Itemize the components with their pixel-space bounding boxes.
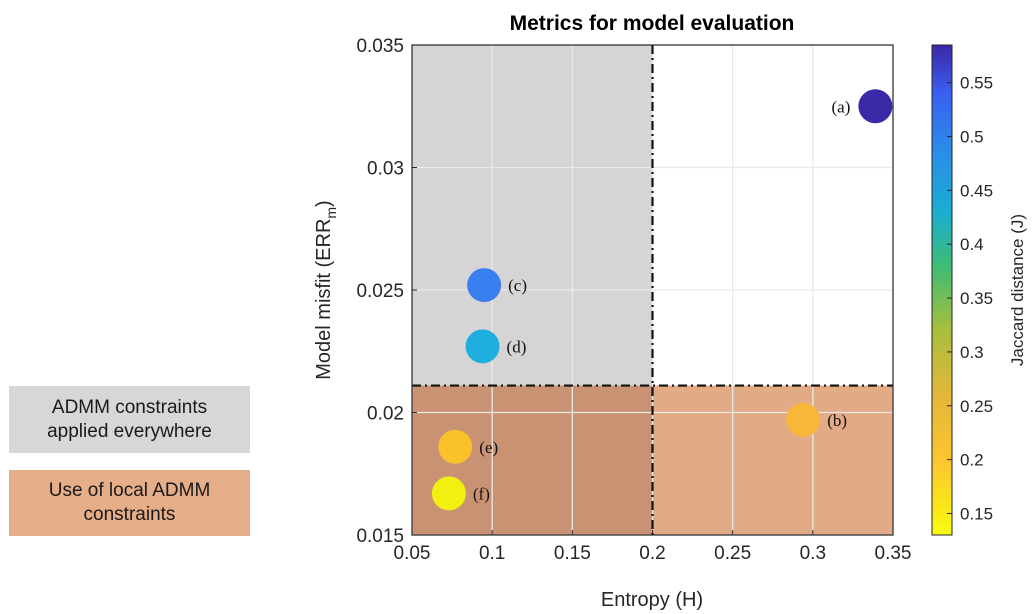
point-label-3: (d) [507, 337, 527, 356]
y-tick-label-2: 0.025 [356, 281, 404, 302]
x-axis-label: Entropy (H) [601, 589, 703, 611]
point-label-4: (e) [479, 438, 498, 457]
y-axis-label-sub: m [323, 207, 339, 219]
x-tick-label-4: 0.25 [714, 543, 751, 564]
colorbar-tick-label-0: 0.15 [960, 504, 993, 523]
legend-orange-box: Use of local ADMM constraints [9, 470, 250, 536]
colorbar-tick-label-1: 0.2 [960, 451, 984, 470]
data-point-5 [431, 476, 466, 511]
region-lower-right [652, 385, 893, 535]
region-upper-left [412, 45, 653, 386]
colorbar-tick-label-3: 0.3 [960, 343, 984, 362]
colorbar-ticks: 0.15 0.2 0.25 0.3 0.35 0.4 0.45 0.5 0.55 [947, 74, 993, 523]
y-tick-label-3: 0.03 [367, 159, 404, 180]
chart-title: Metrics for model evaluation [510, 12, 795, 35]
y-axis-label-close: ) [313, 200, 335, 207]
x-tick-label-0: 0.05 [394, 543, 431, 564]
x-tick-label-6: 0.35 [875, 543, 912, 564]
y-tick-label-4: 0.035 [356, 36, 404, 57]
colorbar-tick-label-7: 0.5 [960, 128, 984, 147]
threshold-lines [412, 45, 893, 535]
data-point-1 [786, 402, 821, 437]
colorbar-tick-label-2: 0.25 [960, 397, 993, 416]
data-point-4 [438, 429, 473, 464]
x-tick-label-1: 0.1 [479, 543, 505, 564]
colorbar-tick-label-8: 0.55 [960, 74, 993, 93]
data-point-0 [858, 89, 893, 124]
x-tick-label-3: 0.2 [639, 543, 665, 564]
point-label-1: (b) [827, 411, 847, 430]
legend-gray-box: ADMM constraints applied everywhere [9, 386, 250, 453]
x-tick-labels: 0.05 0.1 0.15 0.2 0.25 0.3 0.35 [394, 530, 912, 564]
data-point-3 [465, 329, 500, 364]
colorbar [931, 44, 953, 536]
colorbar-tick-label-4: 0.35 [960, 289, 993, 308]
legend-orange-label: Use of local ADMM constraints [48, 480, 211, 525]
y-axis-label: Model misfit (ERRm) [313, 200, 339, 379]
colorbar-tick-label-5: 0.4 [960, 235, 984, 254]
point-label-2: (c) [508, 276, 527, 295]
point-label-0: (a) [831, 97, 850, 116]
x-tick-label-2: 0.15 [554, 543, 591, 564]
colorbar-tick-label-6: 0.45 [960, 181, 993, 200]
x-tick-label-5: 0.3 [800, 543, 826, 564]
legend-gray-label: ADMM constraints applied everywhere [47, 396, 212, 442]
point-label-5: (f) [473, 484, 490, 503]
data-points: (a) (b) (c) (d) (e) (f) [431, 89, 893, 511]
y-axis-label-main: Model misfit (ERR [313, 219, 335, 380]
y-tick-labels: 0.015 0.02 0.025 0.03 0.035 [356, 36, 417, 547]
y-tick-label-1: 0.02 [367, 404, 404, 425]
data-point-2 [467, 268, 502, 303]
colorbar-label: Jaccard distance (J) [1008, 214, 1027, 366]
y-tick-label-0: 0.015 [356, 526, 404, 547]
